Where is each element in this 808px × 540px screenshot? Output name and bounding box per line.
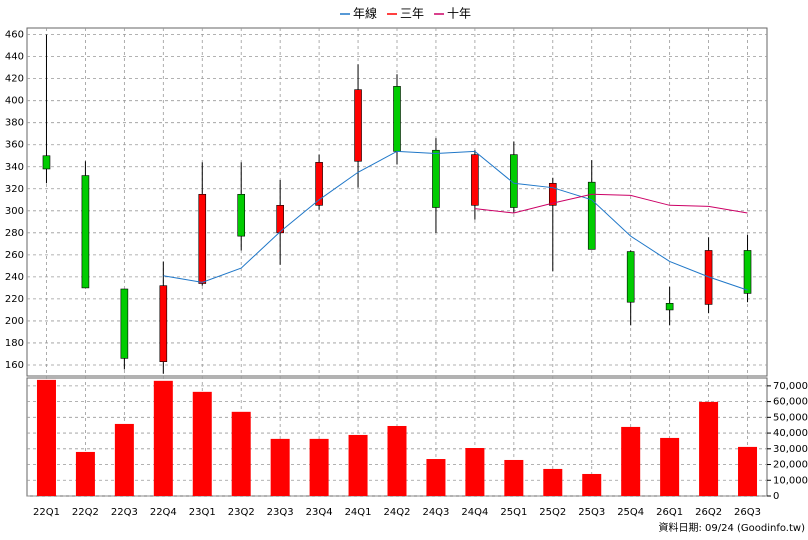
x-tick-label: 22Q2 [72, 507, 99, 518]
bar [36, 379, 56, 496]
y-tick-label: 200 [5, 316, 24, 327]
y-tick-label: 0 [773, 491, 779, 502]
x-tick-label: 23Q1 [189, 507, 216, 518]
x-tick-label: 25Q2 [539, 507, 566, 518]
bar [387, 425, 407, 496]
candle-body [81, 175, 90, 289]
bar [465, 448, 485, 496]
x-tick-label: 23Q4 [306, 507, 333, 518]
bar [660, 437, 680, 496]
x-tick-label: 26Q2 [695, 507, 722, 518]
bar [270, 438, 290, 496]
bar [309, 438, 329, 496]
candle-body [587, 181, 596, 250]
bar [699, 401, 719, 496]
candle-body [120, 288, 129, 359]
candle-body [548, 182, 557, 206]
y-tick-label: 400 [5, 96, 24, 107]
candle-body [704, 250, 713, 305]
candle-body [743, 250, 752, 294]
y-tick-label: 20,000 [773, 460, 808, 471]
y-tick-label: 280 [5, 228, 24, 239]
x-tick-label: 23Q3 [267, 507, 294, 518]
y-tick-label: 380 [5, 118, 24, 129]
line [163, 150, 748, 291]
y-tick-label: 260 [5, 250, 24, 261]
candle-body [159, 285, 168, 362]
y-tick-label: 10,000 [773, 475, 808, 486]
y-tick-label: 420 [5, 74, 24, 85]
candle-body [276, 205, 284, 234]
x-tick-label: 22Q1 [33, 507, 60, 518]
footer: 資料日期: 09/24 (Goodinfo.tw) [658, 521, 805, 534]
y-tick-label: 160 [5, 360, 24, 371]
x-tick-label: 25Q4 [617, 507, 644, 518]
bar [738, 446, 758, 496]
y-tick-label: 320 [5, 184, 24, 195]
y-tick-label: 300 [5, 206, 24, 217]
x-tick-label: 22Q3 [111, 507, 138, 518]
bar [348, 434, 368, 496]
y-tick-label: 460 [5, 30, 24, 41]
y-tick-label: 440 [5, 52, 24, 63]
x-tick-label: 24Q2 [384, 507, 411, 518]
candle-body [237, 193, 246, 237]
x-tick-label: 26Q1 [656, 507, 683, 518]
bar [504, 459, 524, 496]
candle-body [665, 303, 674, 311]
legend-label: 年線 [353, 6, 377, 21]
y-tick-label: 70,000 [773, 381, 808, 392]
bar [114, 423, 134, 496]
candle-body [471, 154, 479, 206]
x-tick-label: 22Q4 [150, 507, 177, 518]
candle-body [626, 251, 635, 303]
x-tick-label: 25Q3 [578, 507, 605, 518]
x-tick-label: 24Q4 [461, 507, 488, 518]
y-tick-label: 30,000 [773, 444, 808, 455]
y-tick-label: 220 [5, 294, 24, 305]
candle-body [432, 149, 440, 208]
bar [582, 473, 602, 496]
y-tick-label: 180 [5, 338, 24, 349]
candle-body [198, 193, 207, 284]
y-tick-label: 40,000 [773, 428, 808, 439]
y-tick-label: 340 [5, 162, 24, 173]
bar [543, 468, 563, 496]
bar [192, 391, 212, 496]
bar [426, 459, 446, 496]
bar [231, 411, 251, 496]
y-tick-label: 50,000 [773, 412, 808, 423]
bar [153, 380, 173, 496]
candle-body [393, 86, 401, 152]
legend-label: 十年 [447, 7, 471, 21]
y-tick-label: 240 [5, 272, 24, 283]
candle-body [315, 162, 323, 206]
bar [621, 426, 641, 496]
y-tick-label: 360 [5, 140, 24, 151]
line [474, 193, 748, 214]
bar [75, 451, 95, 496]
x-tick-label: 26Q3 [734, 507, 761, 518]
y-tick-label: 60,000 [773, 397, 808, 408]
x-tick-label: 25Q1 [500, 507, 527, 518]
x-tick-label: 23Q2 [228, 507, 255, 518]
x-tick-label: 24Q3 [422, 507, 449, 518]
x-tick-label: 24Q1 [345, 507, 372, 518]
legend-label: 三年 [400, 7, 424, 21]
candle-body [354, 89, 362, 162]
candle-body [510, 154, 518, 208]
candle-body [42, 155, 51, 170]
